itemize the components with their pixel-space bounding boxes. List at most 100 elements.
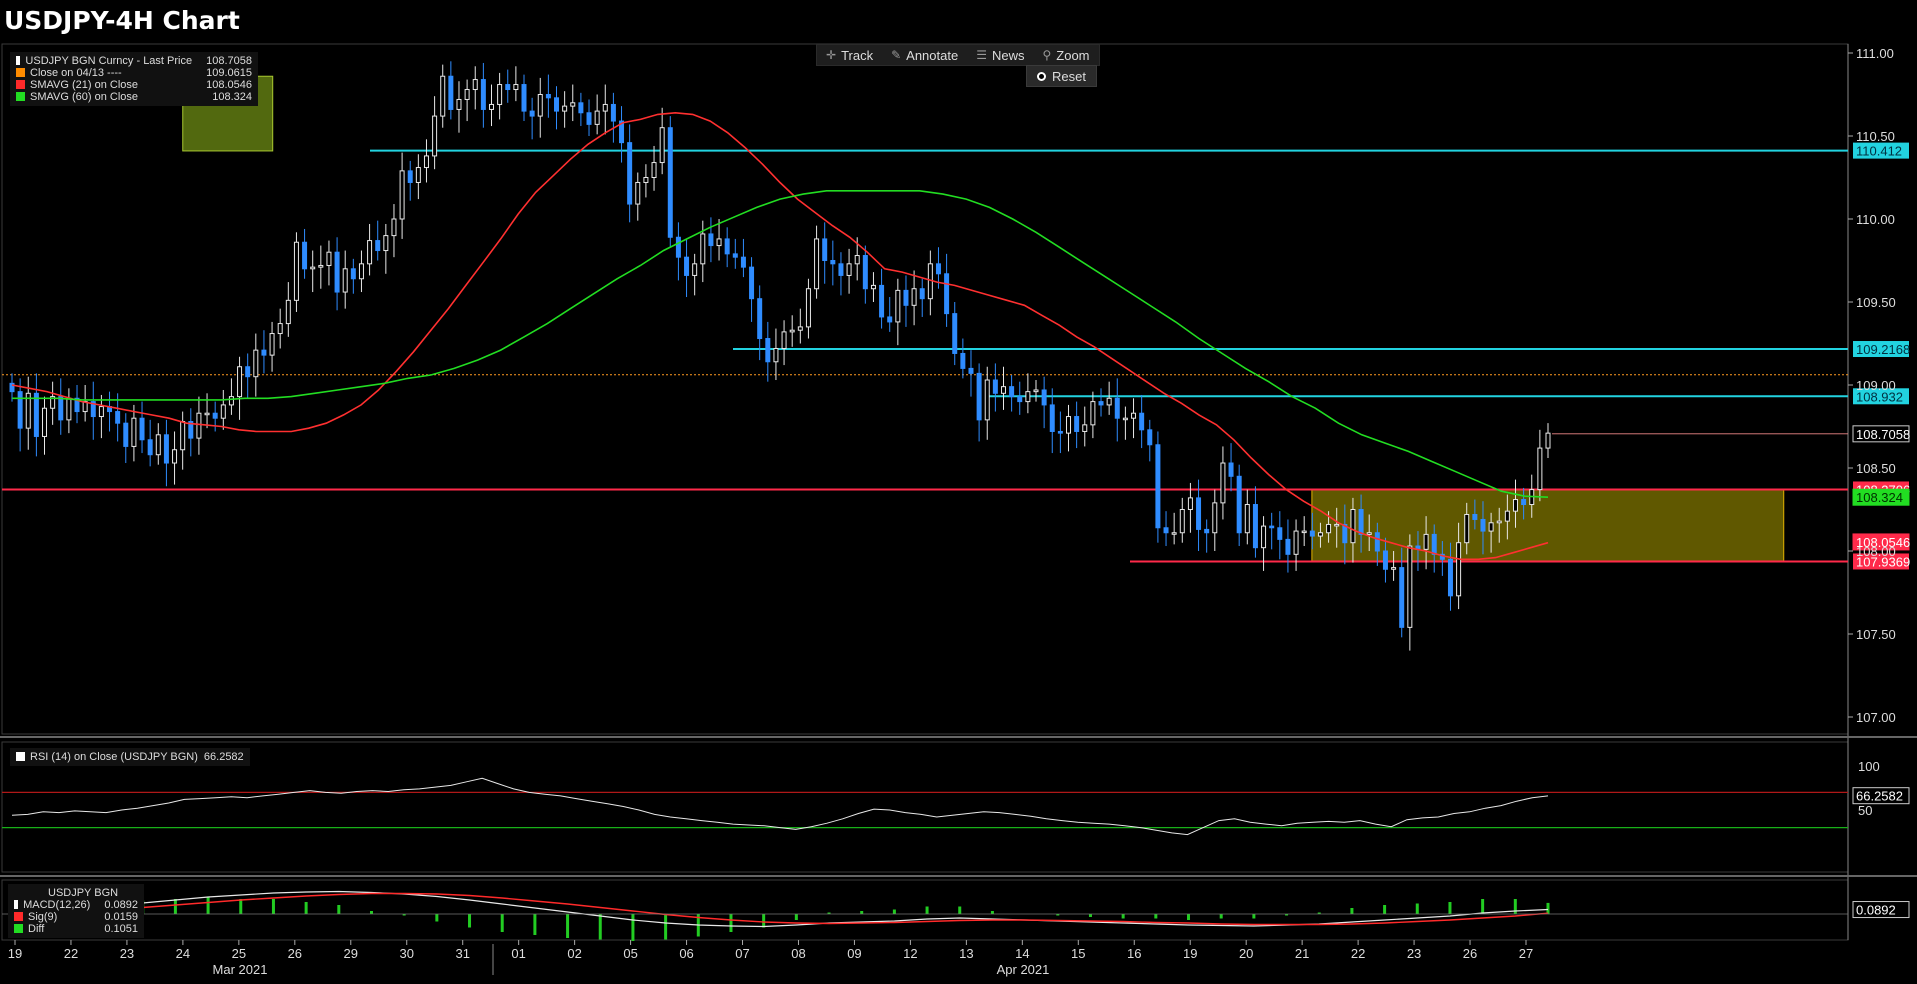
macd-diff-bar [1317, 912, 1321, 914]
candle [944, 253, 950, 327]
candle-body [1472, 513, 1478, 520]
candle-body [1285, 538, 1291, 555]
candle-body [1447, 558, 1453, 597]
x-tick-label: 13 [959, 946, 973, 961]
x-tick-label: 02 [567, 946, 581, 961]
level-label: 107.9369 [1853, 553, 1910, 570]
candle-body [285, 299, 291, 325]
legend-swatch [14, 924, 23, 933]
zoom-button[interactable]: ⚲ Zoom [1042, 47, 1090, 63]
candle [1179, 497, 1185, 543]
candle [139, 401, 145, 454]
candle-body [781, 331, 787, 349]
candle-body [1512, 499, 1518, 512]
y-tick-label: 110.00 [1856, 212, 1895, 227]
rsi-panel-border [1, 741, 1849, 873]
candle-body [42, 407, 48, 437]
candle-body [1212, 502, 1218, 534]
candle-body [318, 264, 324, 268]
x-tick-label: 23 [1407, 946, 1421, 961]
candle-body [1334, 523, 1340, 527]
candle-body [1480, 518, 1486, 532]
candle-body [415, 167, 421, 183]
candle-body [513, 84, 519, 91]
x-tick-label: 14 [1015, 946, 1029, 961]
candle [1447, 542, 1453, 611]
candle [1131, 398, 1137, 439]
candle [1155, 431, 1161, 543]
candle-body [619, 120, 625, 144]
candle [180, 411, 186, 470]
candle [1066, 404, 1072, 452]
reset-button[interactable]: Reset [1026, 65, 1097, 87]
candle [578, 92, 584, 127]
candle-body [602, 103, 608, 112]
candle-body [1196, 497, 1202, 530]
candle-body [196, 412, 202, 439]
candle [33, 373, 39, 457]
news-button[interactable]: ☰ News [976, 47, 1025, 63]
candle-body [1309, 530, 1315, 537]
candle-body [992, 379, 998, 394]
level-label-bg [1853, 553, 1909, 570]
level-label-text: 110.412 [1856, 144, 1902, 159]
candle [1366, 514, 1372, 551]
legend-row-sma21: SMAVG (21) on Close 108.0546 [16, 79, 252, 91]
candle [163, 419, 169, 487]
news-icon: ☰ [976, 48, 987, 62]
candle [1033, 380, 1039, 402]
candle [1082, 406, 1088, 447]
highlight-zone [1311, 489, 1785, 562]
rsi-last-label: 66.2582 [1852, 787, 1910, 805]
candle-body [862, 255, 868, 290]
candle [432, 96, 438, 170]
candle-body [115, 411, 121, 424]
candle-body [456, 98, 462, 110]
track-button[interactable]: ✛ Track [826, 47, 874, 63]
legend-row-sma60: SMAVG (60) on Close 108.324 [16, 91, 252, 103]
macd-diff-bar [271, 899, 275, 914]
candle [9, 373, 15, 402]
candle-body [1139, 412, 1145, 431]
candle [342, 250, 348, 309]
macd-signal-line [11, 892, 1549, 926]
macd-diff-bar [239, 899, 243, 914]
candle-body [814, 238, 820, 290]
candle [1049, 388, 1055, 454]
candle-body [1488, 522, 1494, 532]
candle-body [822, 238, 828, 261]
y-tick-label: 111.00 [1856, 46, 1894, 61]
candle [1106, 381, 1112, 415]
candle-body [1366, 532, 1372, 535]
macd-diff-bar [892, 909, 896, 914]
candle-body [277, 323, 283, 335]
x-tick-label: 07 [735, 946, 749, 961]
candle-body [1358, 509, 1364, 535]
annotate-button[interactable]: ✎ Annotate [891, 47, 959, 63]
candle-body [1017, 396, 1023, 403]
candle [911, 270, 917, 326]
candle-body [765, 338, 771, 363]
macd-last-bg [1852, 901, 1910, 919]
candle [1228, 443, 1234, 492]
candle [310, 250, 316, 293]
candle [1545, 423, 1551, 459]
candle [984, 366, 990, 440]
candle-body [1171, 532, 1177, 535]
macd-diff-bar [598, 914, 602, 940]
macd-diff-bar [729, 914, 733, 932]
candle [1334, 507, 1340, 548]
candle-body [1114, 397, 1120, 419]
candle [570, 84, 576, 122]
macd-panel-border [1, 879, 1849, 941]
price-label-bg [1852, 488, 1910, 506]
candle [123, 413, 129, 464]
main-legend: USDJPY BGN Curncy - Last Price 108.7058 C… [10, 52, 258, 106]
candle-body [407, 170, 413, 183]
candle-body [58, 396, 64, 421]
candle [1074, 401, 1080, 449]
candle [107, 391, 113, 432]
macd-diff-bar [990, 911, 994, 914]
price-label: 108.7058 [1852, 425, 1910, 443]
